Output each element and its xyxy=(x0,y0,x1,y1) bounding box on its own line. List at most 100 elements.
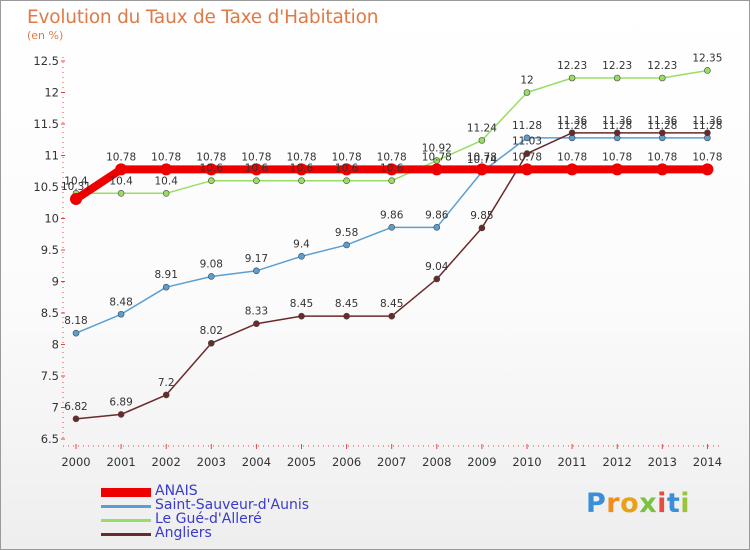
data-point-3-13 xyxy=(658,129,666,137)
data-label-3-6: 8.45 xyxy=(335,298,358,310)
logo-letter: i xyxy=(657,488,667,519)
data-point-3-7 xyxy=(388,312,396,320)
data-label-1-13: 11.28 xyxy=(647,120,677,132)
y-tick-label: 12.5 xyxy=(33,54,59,68)
data-label-0-0: 10.31 xyxy=(61,181,91,193)
data-label-3-1: 6.89 xyxy=(109,396,132,408)
data-point-1-10 xyxy=(523,134,531,142)
data-label-0-10: 10.78 xyxy=(512,151,542,163)
x-tick-label: 2004 xyxy=(242,455,271,469)
data-point-1-8 xyxy=(433,224,441,231)
data-point-0-1 xyxy=(115,163,128,176)
x-tick-label: 2003 xyxy=(197,455,226,469)
data-label-3-13: 11.36 xyxy=(647,115,677,127)
data-point-0-12 xyxy=(611,163,624,176)
data-label-0-3: 10.78 xyxy=(196,151,226,163)
data-point-0-14 xyxy=(701,163,714,176)
data-point-2-2 xyxy=(162,190,170,197)
data-label-3-12: 11.36 xyxy=(602,115,632,127)
data-label-1-11: 11.28 xyxy=(557,120,587,132)
logo-letter: o xyxy=(620,488,640,519)
data-label-0-2: 10.78 xyxy=(151,151,181,163)
data-label-0-8: 10.78 xyxy=(422,151,452,163)
y-tick-label: 10 xyxy=(44,212,59,226)
y-tick-label: 11 xyxy=(44,149,59,163)
data-point-0-3 xyxy=(205,163,218,176)
data-point-3-3 xyxy=(208,339,215,347)
data-label-2-6: 10.6 xyxy=(335,163,359,175)
data-point-0-9 xyxy=(475,163,488,176)
x-tick-label: 2005 xyxy=(287,455,316,469)
x-tick-label: 2010 xyxy=(512,455,541,469)
data-point-0-11 xyxy=(566,163,579,176)
y-tick-label: 9.5 xyxy=(41,243,59,257)
data-point-0-7 xyxy=(385,163,398,176)
data-label-0-5: 10.78 xyxy=(286,151,316,163)
axes: 6.5 7 7.5 8 8.5 9 9.5 10 10.5 11 11.5 12 12.5 2000 200… xyxy=(33,54,722,469)
data-label-3-7: 8.45 xyxy=(380,298,403,310)
legend-label: Angliers xyxy=(155,525,212,541)
data-label-0-1: 10.78 xyxy=(106,151,136,163)
data-label-2-12: 12.23 xyxy=(602,60,632,72)
data-point-1-4 xyxy=(253,267,260,275)
data-label-0-14: 10.78 xyxy=(692,151,722,163)
data-label-2-7: 10.6 xyxy=(380,163,404,175)
y-tick-label: 6.5 xyxy=(41,432,59,446)
x-tick-label: 2000 xyxy=(61,455,90,469)
data-label-1-10: 11.28 xyxy=(512,120,542,132)
data-point-3-9 xyxy=(478,224,486,232)
data-point-2-11 xyxy=(568,74,576,82)
data-label-3-9: 9.85 xyxy=(470,210,493,222)
y-tick-label: 11.5 xyxy=(33,117,59,131)
x-tick-label: 2001 xyxy=(106,455,135,469)
data-label-2-14: 12.35 xyxy=(692,52,722,64)
data-point-3-5 xyxy=(298,312,305,320)
data-point-1-1 xyxy=(117,310,125,318)
data-labels-layer: 10.31 10.78 10.78 10.78 10.78 10.78 10.78 10.78… xyxy=(61,52,723,412)
data-point-0-6 xyxy=(340,163,353,176)
legend-swatch xyxy=(101,519,151,522)
legend-item-1: Saint-Sauveur-d'Aunis xyxy=(101,497,421,513)
y-tick-label: 7 xyxy=(52,401,59,415)
data-label-0-12: 10.78 xyxy=(602,151,632,163)
data-point-0-5 xyxy=(295,163,308,176)
data-point-3-4 xyxy=(253,320,260,328)
data-label-1-2: 8.91 xyxy=(155,269,178,281)
chart-title: Evolution du Taux de Taxe d'Habitation xyxy=(27,7,379,28)
data-point-3-0 xyxy=(72,415,80,423)
y-unit-label: (en %) xyxy=(27,29,64,42)
data-point-3-6 xyxy=(343,312,350,320)
data-label-1-5: 9.4 xyxy=(293,238,310,250)
x-tick-label: 2013 xyxy=(648,455,677,469)
logo-letter: P xyxy=(586,488,607,519)
data-point-1-5 xyxy=(298,253,305,260)
legend-label: ANAIS xyxy=(155,483,198,499)
x-tick-label: 2012 xyxy=(603,455,632,469)
data-label-0-13: 10.78 xyxy=(647,151,677,163)
x-tick-label: 2009 xyxy=(467,455,496,469)
data-label-2-1: 10.4 xyxy=(109,175,133,187)
data-label-3-5: 8.45 xyxy=(290,298,313,310)
x-tick-label: 2007 xyxy=(377,455,406,469)
data-label-3-4: 8.33 xyxy=(245,306,268,318)
data-label-1-1: 8.48 xyxy=(109,296,132,308)
data-point-2-9 xyxy=(478,137,486,144)
logo-letter: x xyxy=(639,488,658,519)
data-point-2-5 xyxy=(298,177,305,184)
data-label-2-13: 12.23 xyxy=(647,60,677,72)
data-label-3-2: 7.2 xyxy=(158,377,175,389)
data-label-1-3: 9.08 xyxy=(200,258,223,270)
x-tick-label: 2008 xyxy=(422,455,451,469)
data-point-2-10 xyxy=(523,89,531,96)
x-tick-label: 2014 xyxy=(693,455,722,469)
proxiti-logo: Proxiti xyxy=(586,488,690,519)
data-label-1-0: 8.18 xyxy=(64,315,87,327)
y-tick-label: 9 xyxy=(52,275,59,289)
data-label-3-8: 9.04 xyxy=(425,261,449,273)
y-tick-label: 12 xyxy=(44,86,59,100)
data-point-0-13 xyxy=(656,163,669,176)
data-label-1-8: 9.86 xyxy=(425,209,449,221)
legend-item-2: Le Gué-d'Alleré xyxy=(101,511,421,527)
